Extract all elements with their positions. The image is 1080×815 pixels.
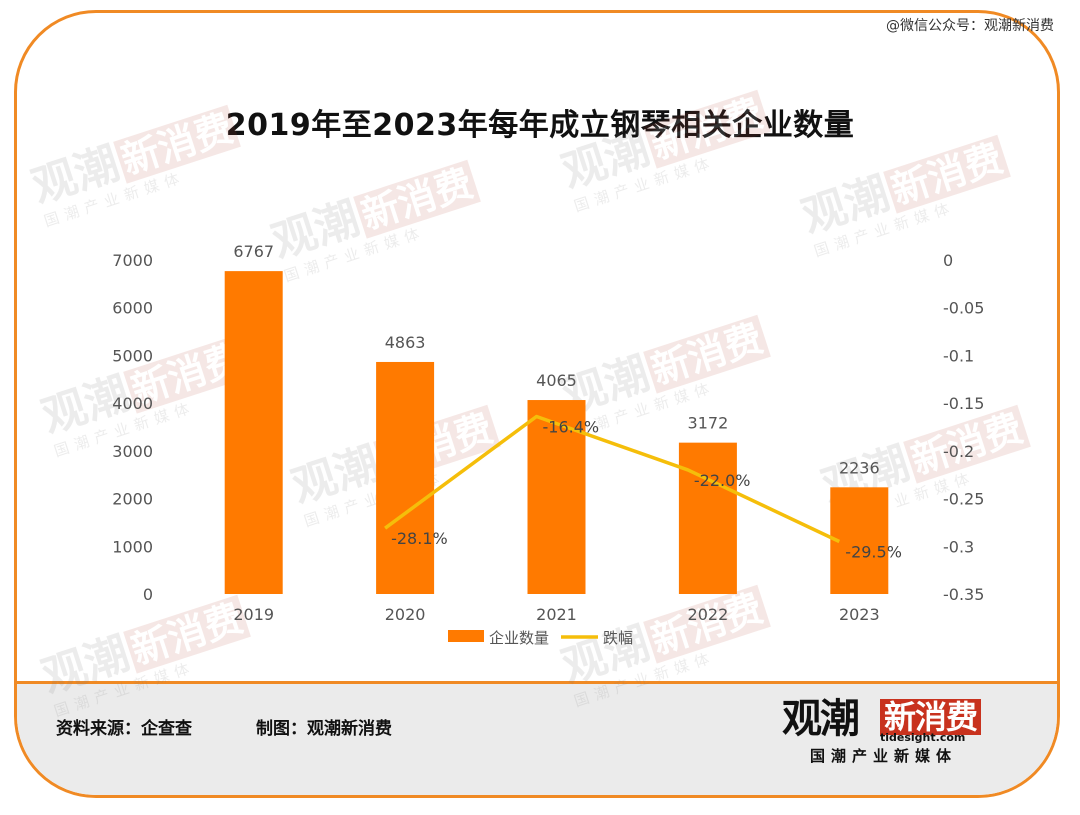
data-source-label: 资料来源：企查查 [56,719,192,739]
line-series-drop-rate [384,414,841,544]
y-left-tick-label: 1000 [112,537,153,556]
brand-logo-domain: tidesight.com [880,731,966,744]
y-right-tick-label: -0.05 [943,299,984,318]
legend-label-bars: 企业数量 [489,629,549,647]
x-tick-label: 2019 [233,605,274,624]
y-right-tick-label: -0.35 [943,585,984,604]
chart-frame [14,10,1060,798]
bar-value-label: 3172 [688,414,729,433]
brand-logo: 观潮 新消费 tidesight.com 国潮产业新媒体 [780,695,1010,770]
wechat-account-label: @微信公众号：观潮新消费 [886,18,1054,34]
legend-label-line: 跌幅 [603,629,633,647]
bar-2021 [527,400,586,594]
line-value-label: -22.0% [694,471,751,490]
brand-logo-mark: 观潮 新消费 tidesight.com [780,695,1010,744]
y-right-tick-label: -0.3 [943,537,974,556]
y-right-tick-label: 0 [943,251,953,270]
brand-logo-text-a: 观潮 [782,696,860,742]
y-left-tick-label: 5000 [112,346,153,365]
y-left-tick-label: 6000 [112,299,153,318]
brand-logo-text-b: 新消费 [880,699,982,735]
y-left-tick-label: 2000 [112,490,153,509]
line-value-label: -29.5% [845,543,902,562]
bar-value-label: 2236 [839,458,880,477]
y-right-tick-label: -0.15 [943,394,984,413]
bar-value-label: 4065 [536,371,577,390]
bar-value-label: 6767 [233,242,274,261]
line-value-label: -28.1% [391,529,448,548]
x-tick-label: 2020 [385,605,426,624]
chart-title: 2019年至2023年每年成立钢琴相关企业数量 [225,108,855,143]
chart-maker-label: 制图：观潮新消费 [256,719,392,739]
y-left-tick-label: 3000 [112,442,153,461]
legend-swatch-bars [448,630,484,642]
bar-2019 [224,271,283,594]
x-tick-label: 2021 [536,605,577,624]
brand-logo-slogan: 国潮产业新媒体 [810,747,958,765]
bar-2022 [678,442,737,594]
bar-2020 [376,361,435,594]
line-value-label: -16.4% [543,418,600,437]
bar-value-label: 4863 [385,333,426,352]
x-tick-label: 2022 [688,605,729,624]
y-right-tick-label: -0.25 [943,490,984,509]
bar-2023 [830,487,889,594]
y-right-tick-label: -0.2 [943,442,974,461]
y-left-tick-label: 0 [143,585,153,604]
y-right-tick-label: -0.1 [943,346,974,365]
x-tick-label: 2023 [839,605,880,624]
y-left-tick-label: 4000 [112,394,153,413]
y-left-tick-label: 7000 [112,251,153,270]
